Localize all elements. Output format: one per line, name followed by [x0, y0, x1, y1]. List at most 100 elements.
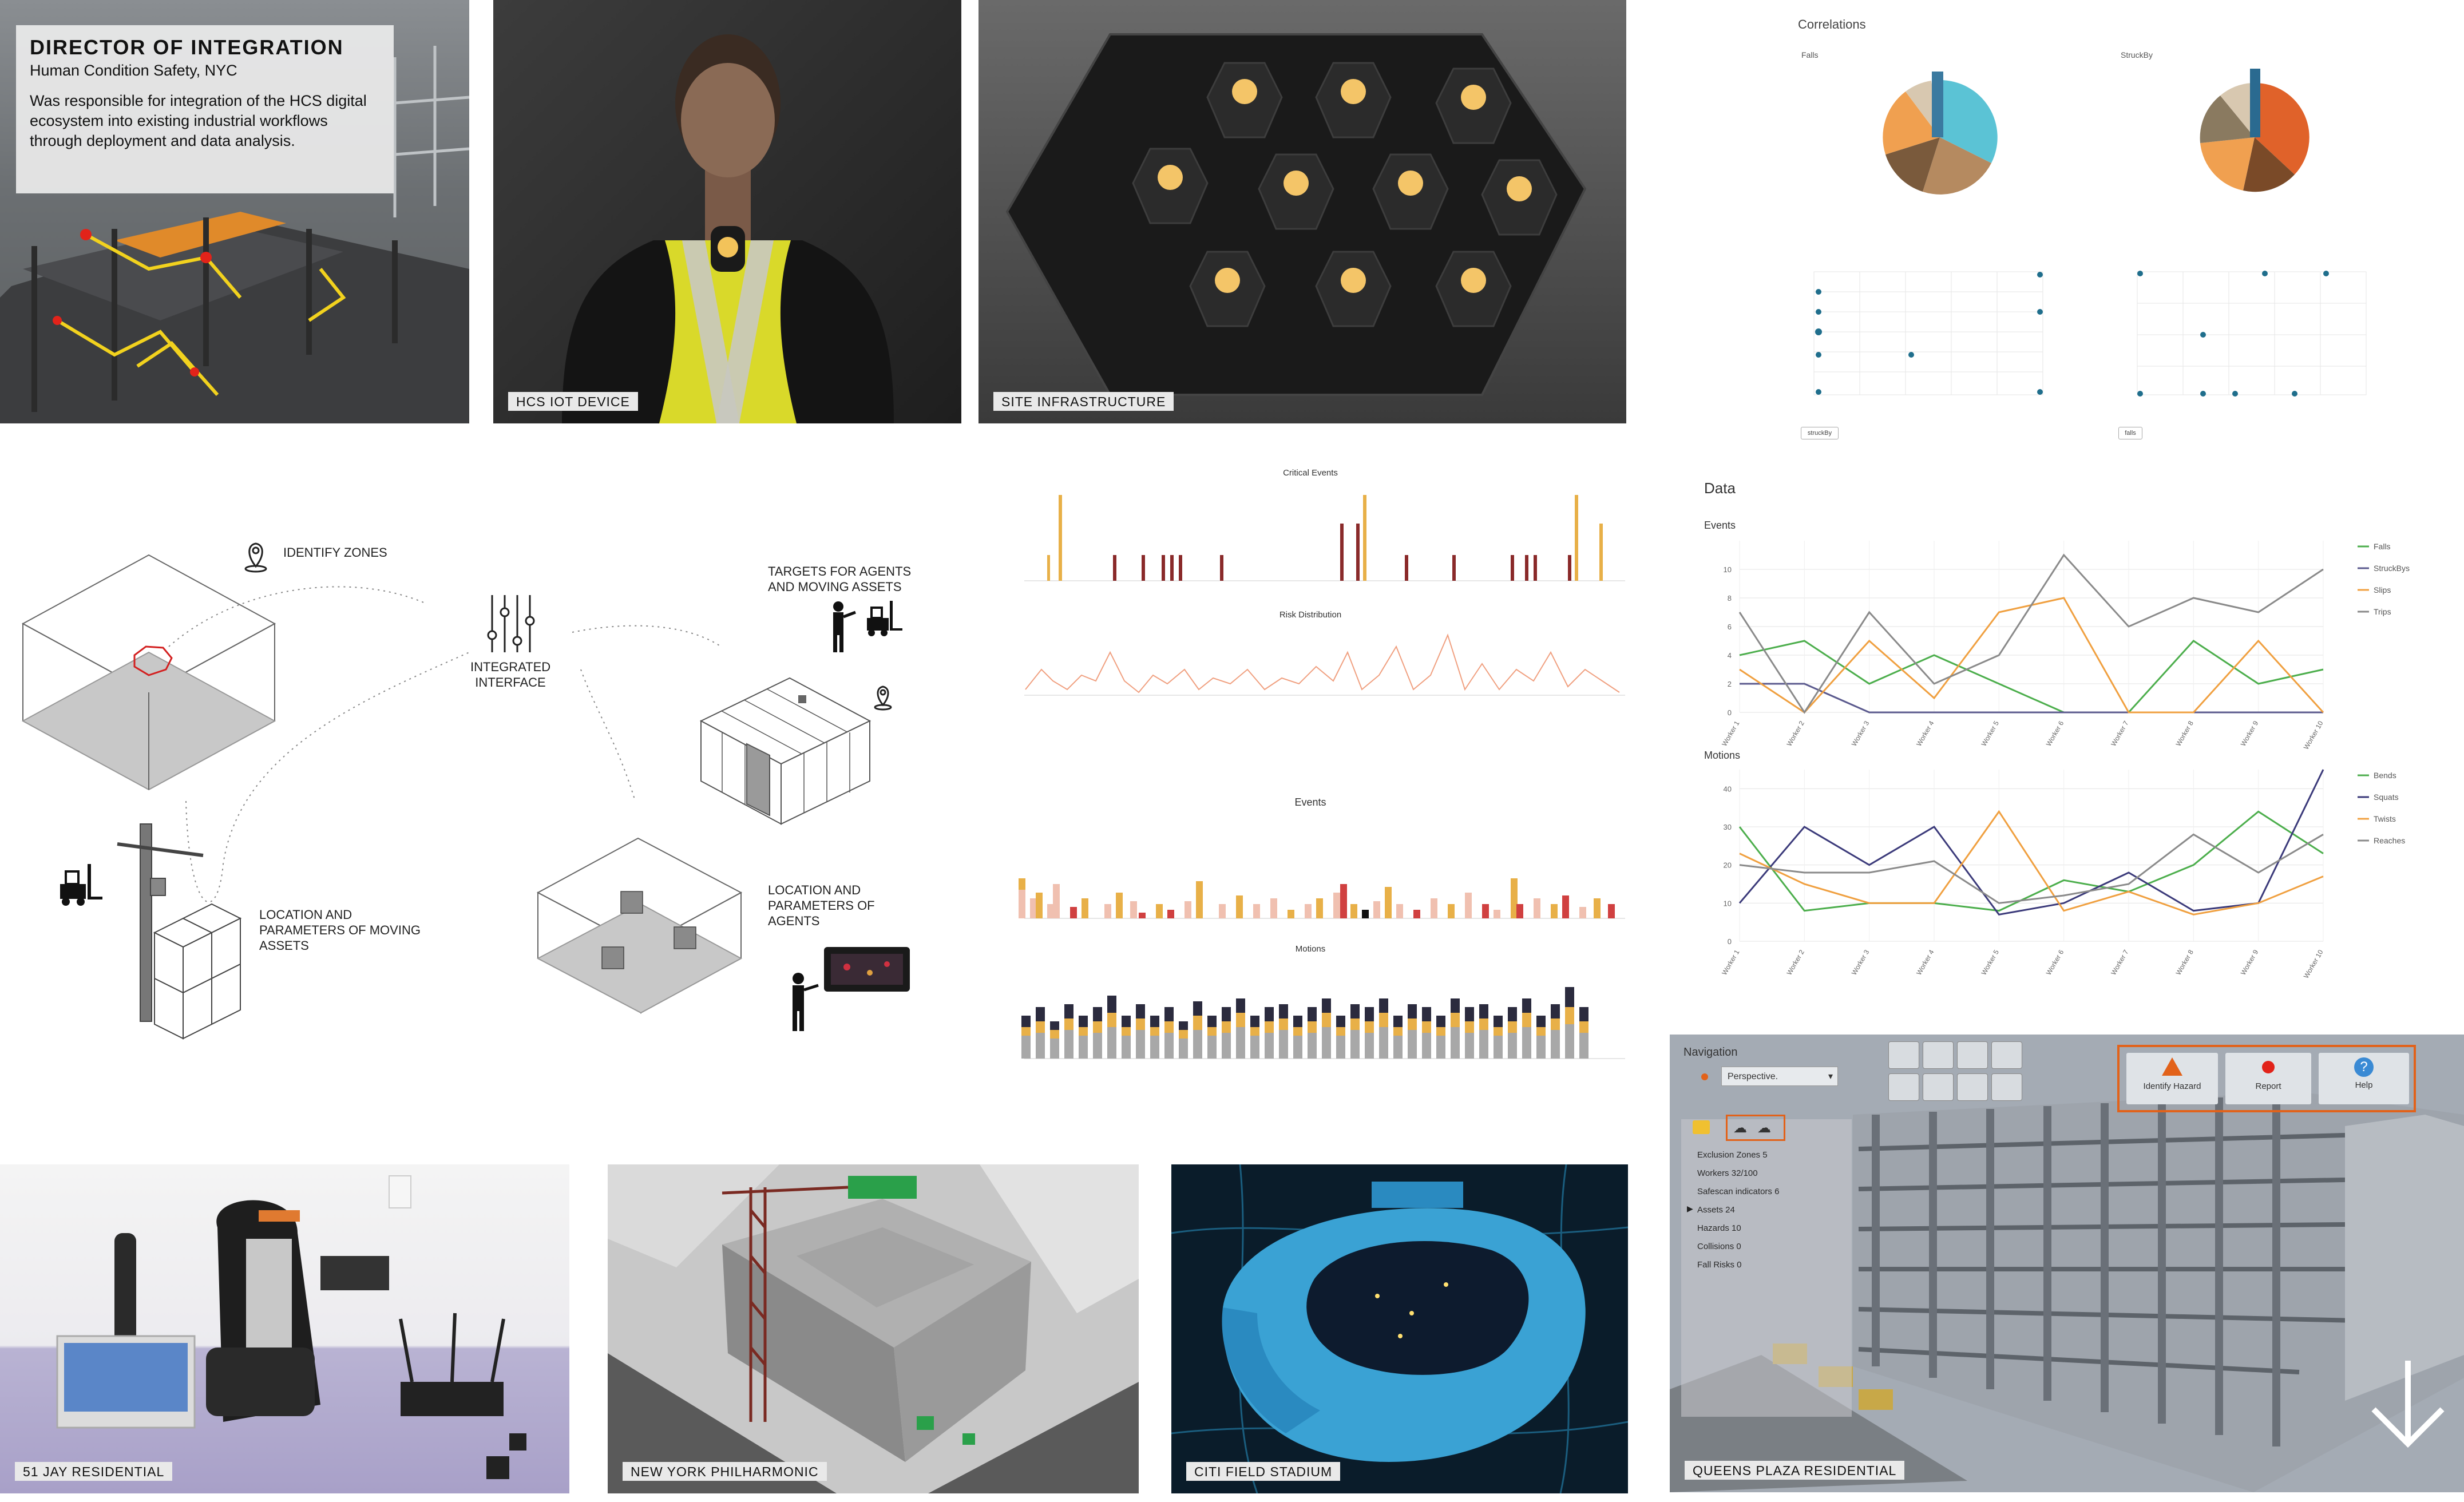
- cloud-download-icon: ☁: [1757, 1120, 1771, 1136]
- forklift-icon: [60, 864, 102, 906]
- stadium-model-illustration: [1171, 1164, 1628, 1493]
- record-dot-icon: [2262, 1061, 2275, 1073]
- x-tick-label: Worker 5: [1980, 948, 2001, 976]
- caption-citi-field: CITI FIELD STADIUM: [1186, 1462, 1341, 1481]
- x-tick-label: Worker 9: [2239, 948, 2260, 976]
- agent-zone-box: [536, 837, 743, 1014]
- x-tick-label: Worker 7: [2109, 719, 2130, 747]
- struckby-pie-label: StruckBy: [2121, 50, 2153, 60]
- x-tick-label: Worker 6: [2045, 948, 2066, 976]
- nav-item-safescan[interactable]: Safescan indicators 6: [1697, 1187, 1780, 1196]
- legend-label: Slips: [2374, 585, 2391, 595]
- cloud-upload-icon: ☁: [1733, 1120, 1747, 1136]
- targets-label: TARGETS FOR AGENTS AND MOVING ASSETS: [768, 564, 912, 594]
- worker-icon: [793, 973, 819, 1031]
- scroll-down-arrow-icon[interactable]: [2368, 1355, 2448, 1452]
- legend-label: Bends: [2374, 771, 2396, 780]
- worker-tool-button[interactable]: [1888, 1041, 1919, 1069]
- equipment-kit-illustration: [56, 1175, 526, 1479]
- x-tick-label: Worker 6: [2045, 719, 2066, 747]
- role-info-box: DIRECTOR OF INTEGRATION Human Condition …: [16, 25, 394, 193]
- caption-site-infrastructure: SITE INFRASTRUCTURE: [993, 392, 1174, 411]
- y-tick-label: 0: [1728, 937, 1732, 946]
- critical-events-chart: [1024, 495, 1625, 581]
- layer-tool-button[interactable]: [1888, 1073, 1919, 1101]
- zone-box: [21, 554, 276, 791]
- y-tick-label: 20: [1724, 861, 1732, 870]
- role-description: Was responsible for integration of the H…: [30, 92, 367, 149]
- navigation-sidebar: [1681, 1119, 1852, 1417]
- sliders-icon: [487, 595, 535, 652]
- integration-diagram: IDENTIFY ZONES INTEGRATED INTERFACE TARG…: [0, 481, 938, 1041]
- falls-scatter-chart: [1813, 271, 2043, 395]
- x-tick-label: Worker 2: [1785, 948, 1807, 976]
- data-line-charts: 0 2 4 6 8 10 Worker 1 Worker 2 Worker 3 Worker 4 W…: [1720, 541, 2410, 978]
- x-tick-label: Worker 10: [2302, 719, 2325, 751]
- y-tick-label: 40: [1724, 784, 1732, 793]
- site-infrastructure-photo: SITE INFRASTRUCTURE: [979, 0, 1626, 423]
- nav-item-fall-risks[interactable]: Fall Risks 0: [1697, 1260, 1742, 1270]
- nav-item-collisions[interactable]: Collisions 0: [1697, 1242, 1741, 1251]
- motions-chart-title: Motions: [1704, 750, 1741, 761]
- vehicle-tool-button[interactable]: [1957, 1041, 1988, 1069]
- series-line-reaches: [1739, 833, 2324, 904]
- events-stacked-bars: [1019, 878, 1625, 919]
- y-tick-label: 2: [1728, 680, 1732, 688]
- nav-item-hazards[interactable]: Hazards 10: [1697, 1223, 1741, 1233]
- dashboard-charts-drawing: [1019, 495, 1625, 1059]
- x-tick-label: Worker 8: [2174, 719, 2196, 747]
- cloud-sync-button[interactable]: ☁ ☁: [1726, 1115, 1785, 1141]
- stack-tool-button[interactable]: [1957, 1073, 1988, 1101]
- y-tick-label: 10: [1724, 899, 1732, 907]
- legend-label: Falls: [2374, 542, 2391, 551]
- events-bar-title: Events: [1294, 796, 1326, 808]
- correlations-panel: Correlations Falls StruckBy: [1637, 0, 2464, 458]
- y-tick-label: 4: [1728, 651, 1732, 660]
- nav-item-exclusion-zones[interactable]: Exclusion Zones 5: [1697, 1150, 1768, 1160]
- worker-icon: [833, 601, 856, 652]
- jay-residential-photo: 51 JAY RESIDENTIAL: [0, 1164, 569, 1493]
- x-tick-label: Worker 5: [1980, 719, 2001, 747]
- integration-diagram-illustration: [21, 542, 910, 1040]
- series-line-twists: [1739, 810, 2324, 916]
- risk-distribution-title: Risk Distribution: [1279, 610, 1342, 620]
- x-tick-label: Worker 2: [1785, 719, 1807, 747]
- report-button[interactable]: Report: [2225, 1053, 2311, 1104]
- folder-icon[interactable]: [1693, 1120, 1710, 1134]
- struckby-filter-button[interactable]: struckBy: [1801, 427, 1839, 439]
- y-tick-label: 8: [1728, 594, 1732, 603]
- device-tool-button[interactable]: [1923, 1041, 1954, 1069]
- series-line-bends: [1738, 810, 2324, 912]
- location-pin-icon: [244, 542, 267, 573]
- worker-vest-illustration: [562, 34, 894, 423]
- nav-item-workers[interactable]: Workers 32/100: [1697, 1168, 1758, 1178]
- role-title: DIRECTOR OF INTEGRATION: [30, 35, 344, 59]
- nav-item-assets[interactable]: Assets 24: [1697, 1205, 1735, 1215]
- construction-model-illustration: [0, 46, 469, 423]
- identify-zones-label: IDENTIFY ZONES: [283, 545, 387, 560]
- x-tick-label: Worker 3: [1850, 719, 1871, 747]
- struckby-scatter-chart: [2137, 271, 2367, 395]
- view-mode-select[interactable]: Perspective. ▾: [1721, 1067, 1838, 1086]
- hcs-iot-device-photo: HCS IOT DEVICE: [493, 0, 961, 423]
- philharmonic-model-illustration: [608, 1164, 1139, 1493]
- y-tick-label: 0: [1728, 708, 1732, 717]
- legend-label: StruckBys: [2374, 564, 2410, 573]
- report-list-button[interactable]: [1991, 1073, 2022, 1101]
- crane-tool-button[interactable]: [1991, 1041, 2022, 1069]
- expand-arrow-icon[interactable]: ▶: [1687, 1204, 1693, 1213]
- critical-events-title: Critical Events: [1283, 468, 1338, 478]
- help-button[interactable]: ? Help: [2319, 1053, 2409, 1104]
- building-tool-button[interactable]: [1923, 1073, 1954, 1101]
- caption-jay-residential: 51 JAY RESIDENTIAL: [15, 1462, 173, 1481]
- identify-hazard-button[interactable]: Identify Hazard: [2126, 1053, 2218, 1104]
- x-tick-label: Worker 9: [2239, 719, 2260, 747]
- action-buttons-group: Identify Hazard Report ? Help: [2117, 1045, 2416, 1112]
- x-tick-label: Worker 7: [2109, 948, 2130, 976]
- ny-philharmonic-photo: NEW YORK PHILHARMONIC: [608, 1164, 1139, 1493]
- legend-label: Reaches: [2374, 836, 2405, 845]
- falls-filter-button[interactable]: falls: [2118, 427, 2142, 439]
- legend-label: Twists: [2374, 814, 2396, 823]
- integrated-interface-label: INTEGRATED INTERFACE: [470, 660, 551, 689]
- falls-pie-chart: [1883, 72, 1998, 195]
